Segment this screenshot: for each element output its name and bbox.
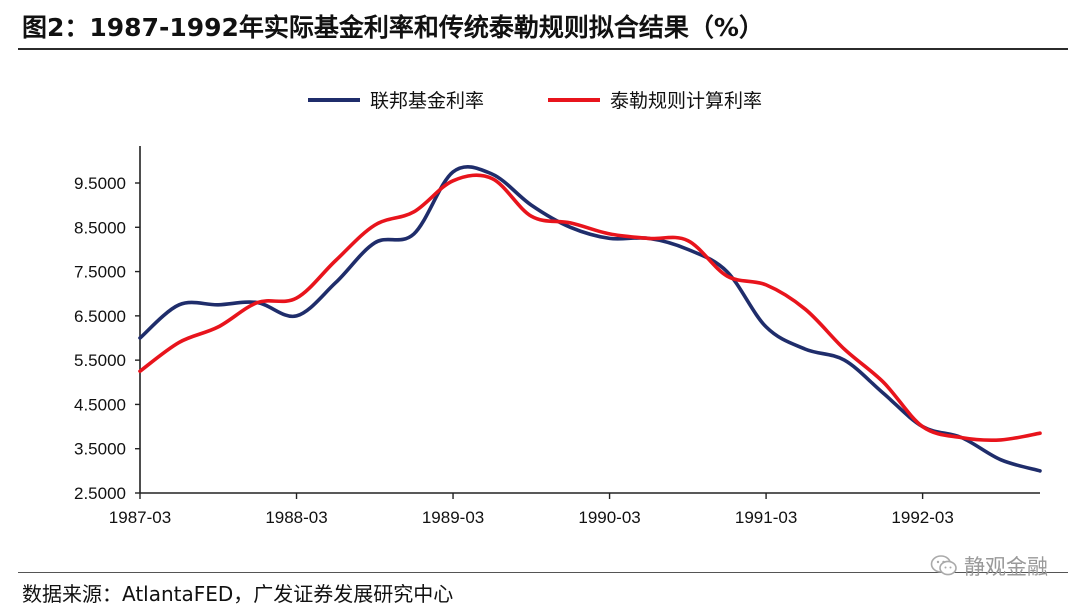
x-tick-label: 1992-03 xyxy=(891,508,953,527)
series-line-1 xyxy=(138,165,1042,473)
x-tick-label: 1988-03 xyxy=(265,508,327,527)
chart-series xyxy=(138,165,1042,473)
chart-title: 图2：1987-1992年实际基金利率和传统泰勒规则拟合结果（%） xyxy=(22,13,764,42)
line-chart: 联邦基金利率 泰勒规则计算利率 2.5000 3.5000 4.5000 5.5000 6… xyxy=(74,90,1042,527)
y-tick-label: 5.5000 xyxy=(74,351,126,370)
wechat-icon xyxy=(930,555,957,576)
chart-legend: 联邦基金利率 泰勒规则计算利率 xyxy=(308,90,762,112)
legend-label: 泰勒规则计算利率 xyxy=(610,90,762,112)
y-tick-label: 6.5000 xyxy=(74,307,126,326)
y-tick-label: 3.5000 xyxy=(74,440,126,459)
y-tick-label: 7.5000 xyxy=(74,263,126,282)
chart-axes: 2.5000 3.5000 4.5000 5.5000 6.5000 7.5000 8.50… xyxy=(74,146,1040,527)
x-tick-label: 1991-03 xyxy=(735,508,797,527)
y-tick-label: 2.5000 xyxy=(74,484,126,503)
x-tick-label: 1990-03 xyxy=(578,508,640,527)
source-divider xyxy=(18,572,1068,573)
x-tick-label: 1989-03 xyxy=(422,508,484,527)
title-divider xyxy=(18,48,1068,50)
series-line-2 xyxy=(138,173,1042,442)
legend-label: 联邦基金利率 xyxy=(370,90,484,112)
y-tick-label: 4.5000 xyxy=(74,395,126,414)
source-note: 数据来源：AtlantaFED，广发证券发展研究中心 xyxy=(22,582,454,606)
x-tick-label: 1987-03 xyxy=(109,508,171,527)
watermark-text: 静观金融 xyxy=(964,555,1048,579)
y-tick-label: 9.5000 xyxy=(74,174,126,193)
y-tick-label: 8.5000 xyxy=(74,218,126,237)
watermark: 静观金融 xyxy=(930,551,1048,581)
